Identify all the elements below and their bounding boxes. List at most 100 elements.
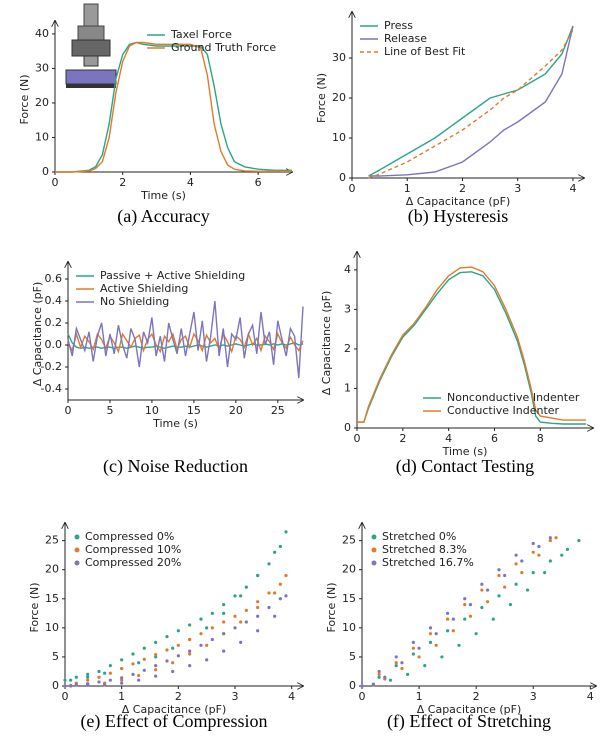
caption: (b) Hysteresis	[408, 206, 508, 227]
legend-label: Stretched 8.3%	[382, 543, 467, 556]
scatter-point	[137, 673, 141, 678]
indenter-inset	[65, 3, 117, 88]
scatter-point	[267, 605, 271, 610]
scatter-point	[451, 629, 455, 633]
x-tick-label: 4	[569, 182, 576, 195]
scatter-point	[543, 571, 547, 575]
scatter-point	[120, 666, 124, 671]
scatter-point	[86, 683, 90, 688]
scatter-point	[463, 617, 467, 621]
scatter-point	[176, 654, 180, 658]
y-tick-label: 20	[45, 563, 59, 576]
scatter-point	[278, 597, 282, 601]
scatter-point	[434, 643, 438, 647]
caption: (f) Effect of Stretching	[387, 711, 551, 732]
scatter-point	[400, 666, 404, 671]
scatter-point	[239, 640, 243, 644]
scatter-point	[205, 626, 209, 630]
y-tick-label: 5	[52, 650, 59, 663]
scatter-point	[514, 562, 518, 566]
x-tick-label: 3	[232, 690, 239, 703]
scatter-point	[188, 623, 192, 627]
scatter-point	[63, 684, 67, 688]
scatter-point	[199, 632, 203, 636]
scatter-point	[446, 617, 450, 621]
x-tick-label: 3	[530, 690, 537, 703]
y-tick-label: 10	[332, 131, 346, 144]
legend-label: Conductive Indenter	[447, 404, 560, 417]
legend-label: Compressed 0%	[85, 530, 174, 543]
scatter-point	[154, 668, 158, 672]
scatter-point	[417, 646, 421, 650]
scatter-point	[411, 640, 415, 644]
scatter-point	[256, 573, 260, 578]
scatter-point	[417, 655, 421, 659]
x-tick-label: 0	[359, 690, 366, 703]
caption: (e) Effect of Compression	[80, 711, 267, 732]
scatter-point	[233, 626, 237, 630]
x-tick-label: 1	[416, 690, 423, 703]
x-tick-label: 1	[118, 690, 125, 703]
legend-marker	[74, 547, 80, 553]
x-tick-label: 6	[491, 432, 498, 445]
scatter-point	[188, 637, 192, 642]
scatter-point	[434, 632, 438, 636]
scatter-point	[137, 678, 141, 682]
scatter-point	[63, 678, 67, 682]
scatter-point	[400, 661, 404, 665]
scatter-point	[154, 664, 158, 668]
scatter-point	[205, 658, 209, 662]
x-tick-label: 0	[65, 404, 72, 417]
scatter-point	[188, 652, 192, 656]
scatter-point	[176, 643, 180, 647]
scatter-point	[428, 640, 433, 644]
y-tick-label: 5	[349, 650, 356, 663]
y-tick-label: 0	[42, 165, 49, 178]
scatter-point	[205, 643, 209, 647]
x-tick-label: 5	[106, 404, 113, 417]
x-tick-label: 2	[473, 690, 480, 703]
scatter-point	[256, 614, 260, 618]
scatter-point	[244, 608, 248, 613]
x-tick-label: 4	[445, 432, 452, 445]
scatter-point	[131, 672, 135, 676]
series-line	[357, 271, 587, 425]
y-tick-label: 0.6	[45, 272, 63, 285]
x-tick-label: 4	[587, 690, 594, 703]
x-tick-label: 0	[52, 176, 59, 189]
x-tick-label: 0	[349, 182, 356, 195]
legend-label: Ground Truth Force	[171, 41, 276, 54]
x-axis-label: Time (s)	[152, 417, 198, 430]
scatter-point	[468, 614, 473, 618]
x-tick-label: 6	[255, 176, 262, 189]
legend-label: Stretched 0%	[382, 530, 456, 543]
scatter-point	[508, 602, 512, 607]
scatter-point	[103, 671, 107, 675]
legend-label: Release	[384, 32, 427, 45]
scatter-point	[222, 620, 226, 624]
scatter-point	[108, 664, 112, 668]
y-tick-label: -0.4	[41, 382, 62, 395]
scatter-point	[428, 626, 433, 630]
legend-marker	[371, 547, 377, 553]
x-axis-label: Δ Capacitance (pF)	[122, 703, 227, 716]
y-tick-label: 15	[342, 592, 356, 605]
x-axis-label: Δ Capacitance (pF)	[406, 195, 511, 208]
y-axis-label: Δ Capacitance (pF)	[31, 282, 44, 387]
scatter-point	[411, 652, 415, 656]
y-tick-label: 30	[35, 61, 49, 74]
y-tick-label: 10	[45, 621, 59, 634]
scatter-point	[468, 602, 473, 607]
scatter-point	[474, 632, 478, 636]
y-tick-label: 4	[344, 263, 351, 276]
y-axis-label: Force (N)	[315, 73, 328, 123]
scatter-point	[171, 661, 175, 665]
scatter-point	[423, 664, 427, 668]
x-tick-label: 0	[354, 432, 361, 445]
scatter-point	[411, 646, 415, 650]
scatter-point	[491, 617, 495, 621]
scatter-point	[514, 553, 518, 557]
scatter-point	[142, 657, 146, 661]
y-tick-label: 0.4	[45, 294, 63, 307]
